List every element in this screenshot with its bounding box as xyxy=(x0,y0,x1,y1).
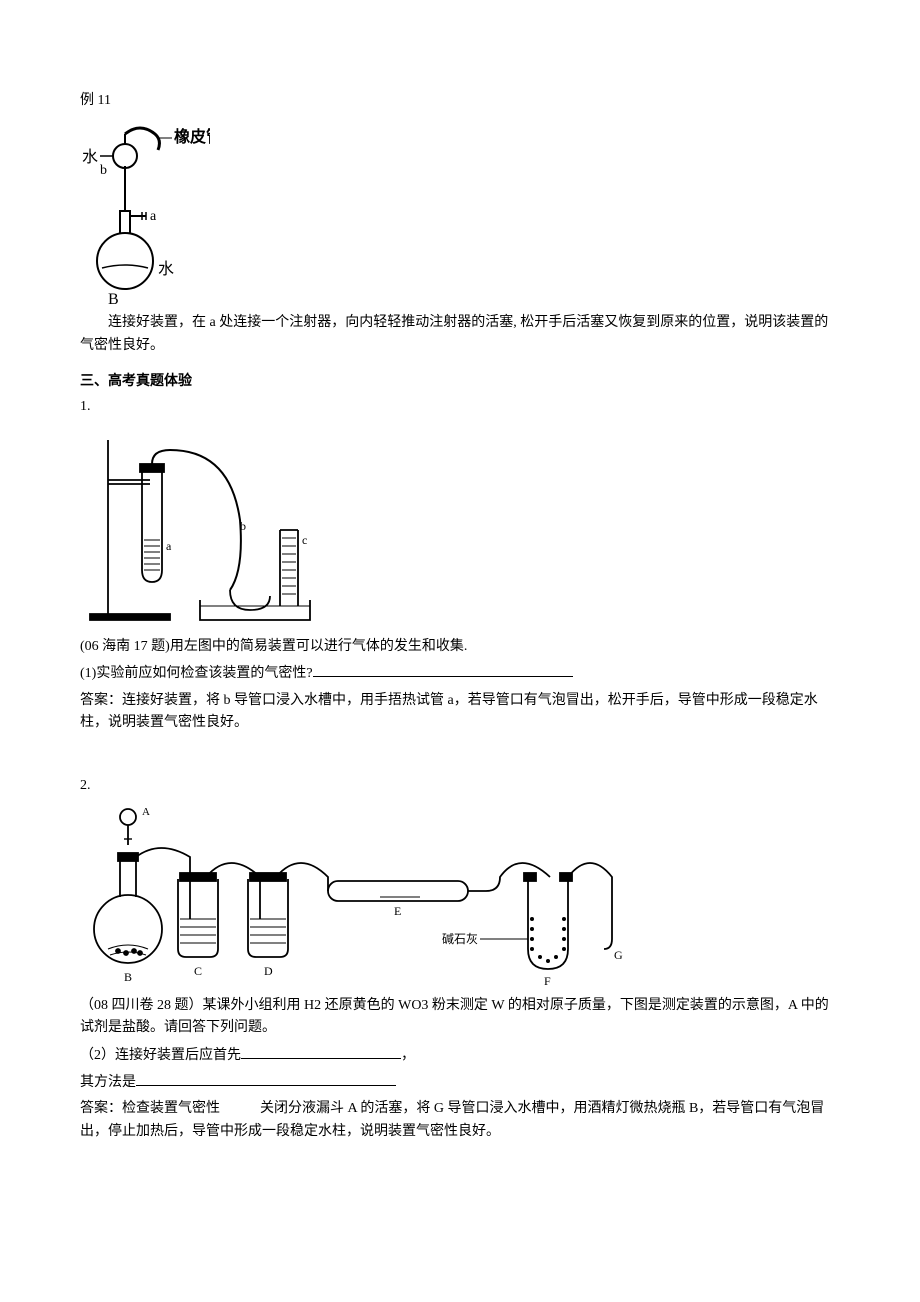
q2-sub2-suffix: ， xyxy=(401,1048,415,1063)
q2-blank2 xyxy=(136,1071,396,1086)
example-11-label: 例 11 xyxy=(80,90,840,112)
q2-number: 2. xyxy=(80,775,840,797)
q2-method-prefix: 其方法是 xyxy=(80,1075,136,1090)
label-a: a xyxy=(150,209,157,224)
q2-blank1 xyxy=(241,1044,401,1059)
q2-label-D: D xyxy=(264,964,273,978)
example-11-figure: 橡皮管 水 b a 水 B xyxy=(80,116,210,306)
label-flask-B: B xyxy=(108,291,119,306)
q2-sub2: （2）连接好装置后应首先 ， xyxy=(80,1044,840,1067)
q1-answer-text: 连接好装置，将 b 导管口浸入水槽中，用手捂热试管 a，若导管口有气泡冒出，松开… xyxy=(80,693,818,730)
q2-figure: A B C D E 碱石灰 F G xyxy=(80,799,640,989)
q1-number: 1. xyxy=(80,396,840,418)
q2-label-C: C xyxy=(194,964,202,978)
q2-answer-label: 答案： xyxy=(80,1101,122,1116)
q1-label-b: b xyxy=(240,519,246,533)
q2-answer: 答案：检查装置气密性关闭分液漏斗 A 的活塞，将 G 导管口浸入水槽中，用酒精灯… xyxy=(80,1098,840,1143)
q2-label-F: F xyxy=(544,974,551,988)
label-water-right: 水 xyxy=(158,260,174,278)
q1-sub1: (1)实验前应如何检查该装置的气密性? xyxy=(80,662,840,685)
q1-label-a: a xyxy=(166,539,172,553)
q1-blank xyxy=(313,662,573,677)
q1-answer-label: 答案： xyxy=(80,693,122,708)
q2-source: （08 四川卷 28 题）某课外小组利用 H2 还原黄色的 WO3 粉末测定 W… xyxy=(80,995,840,1040)
q2-method-line: 其方法是 xyxy=(80,1071,840,1094)
q2-label-sodalime: 碱石灰 xyxy=(442,932,478,946)
section-3-title: 三、高考真题体验 xyxy=(80,371,840,393)
q1-figure: a b c xyxy=(80,420,330,630)
q1-source: (06 海南 17 题)用左图中的简易装置可以进行气体的发生和收集. xyxy=(80,636,840,658)
q2-label-B: B xyxy=(124,970,132,984)
q1-label-c: c xyxy=(302,533,307,547)
q2-label-E: E xyxy=(394,904,401,918)
q2-label-A: A xyxy=(142,806,150,818)
label-rubber-tube: 橡皮管 xyxy=(174,127,210,146)
q2-sub2-prefix: （2）连接好装置后应首先 xyxy=(80,1048,241,1063)
q1-sub1-text: (1)实验前应如何检查该装置的气密性? xyxy=(80,666,313,681)
example-11-explanation: 连接好装置，在 a 处连接一个注射器，向内轻轻推动注射器的活塞, 松开手后活塞又… xyxy=(80,312,840,357)
q2-label-G: G xyxy=(614,948,623,962)
label-b: b xyxy=(100,163,107,178)
q1-answer: 答案：连接好装置，将 b 导管口浸入水槽中，用手捂热试管 a，若导管口有气泡冒出… xyxy=(80,690,840,735)
q2-answer-part1: 检查装置气密性 xyxy=(122,1101,220,1116)
label-water-left: 水 xyxy=(82,148,98,166)
